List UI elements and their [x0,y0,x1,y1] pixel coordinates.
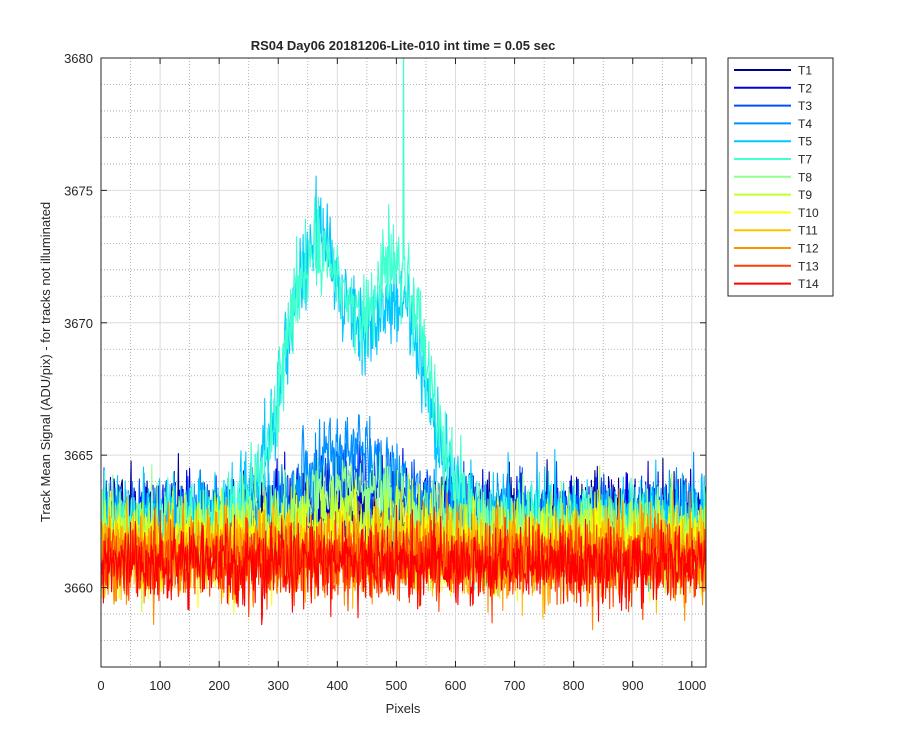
x-tick-label: 500 [386,678,408,693]
x-tick-label: 800 [563,678,585,693]
legend-label-t14: T14 [798,277,819,291]
y-axis-label: Track Mean Signal (ADU/pix) - for tracks… [38,202,53,522]
x-tick-label: 300 [267,678,289,693]
legend: T1 T2 T3 T4 T5 T7 T8 T9 T10 T11 T12 T13 T14 [727,57,834,297]
legend-label-t7: T7 [798,153,812,167]
y-axis-ticks: 3660 3665 3670 3675 3680 [64,51,706,596]
legend-label-t1: T1 [798,64,812,78]
chart-title: RS04 Day06 20181206-Lite-010 int time = … [251,38,556,53]
x-tick-label: 100 [149,678,171,693]
legend-label-t13: T13 [798,259,819,273]
x-tick-label: 0 [97,678,104,693]
legend-label-t2: T2 [798,81,812,95]
legend-label-t10: T10 [798,206,819,220]
legend-label-t4: T4 [798,117,812,131]
legend-label-t11: T11 [798,224,818,238]
series-line-t14 [101,504,706,626]
legend-label-t9: T9 [798,188,812,202]
y-tick-label: 3660 [64,581,93,596]
x-tick-label: 600 [445,678,467,693]
x-tick-label: 1000 [677,678,706,693]
x-tick-label: 200 [208,678,230,693]
x-tick-label: 700 [504,678,526,693]
y-tick-label: 3680 [64,51,93,66]
x-axis-ticks: 0 100 200 300 400 500 600 700 800 900 1000 [97,58,706,693]
series-layer [101,58,706,631]
x-axis-label: Pixels [386,701,421,716]
legend-label-t12: T12 [798,242,819,256]
legend-label-t5: T5 [798,135,812,149]
plot-clip [101,58,706,631]
y-tick-label: 3665 [64,448,93,463]
legend-label-t8: T8 [798,170,812,184]
legend-label-t3: T3 [798,99,812,113]
x-tick-label: 400 [326,678,348,693]
y-tick-label: 3675 [64,183,93,198]
y-tick-label: 3670 [64,316,93,331]
axes-box [100,57,707,668]
x-tick-label: 900 [622,678,644,693]
